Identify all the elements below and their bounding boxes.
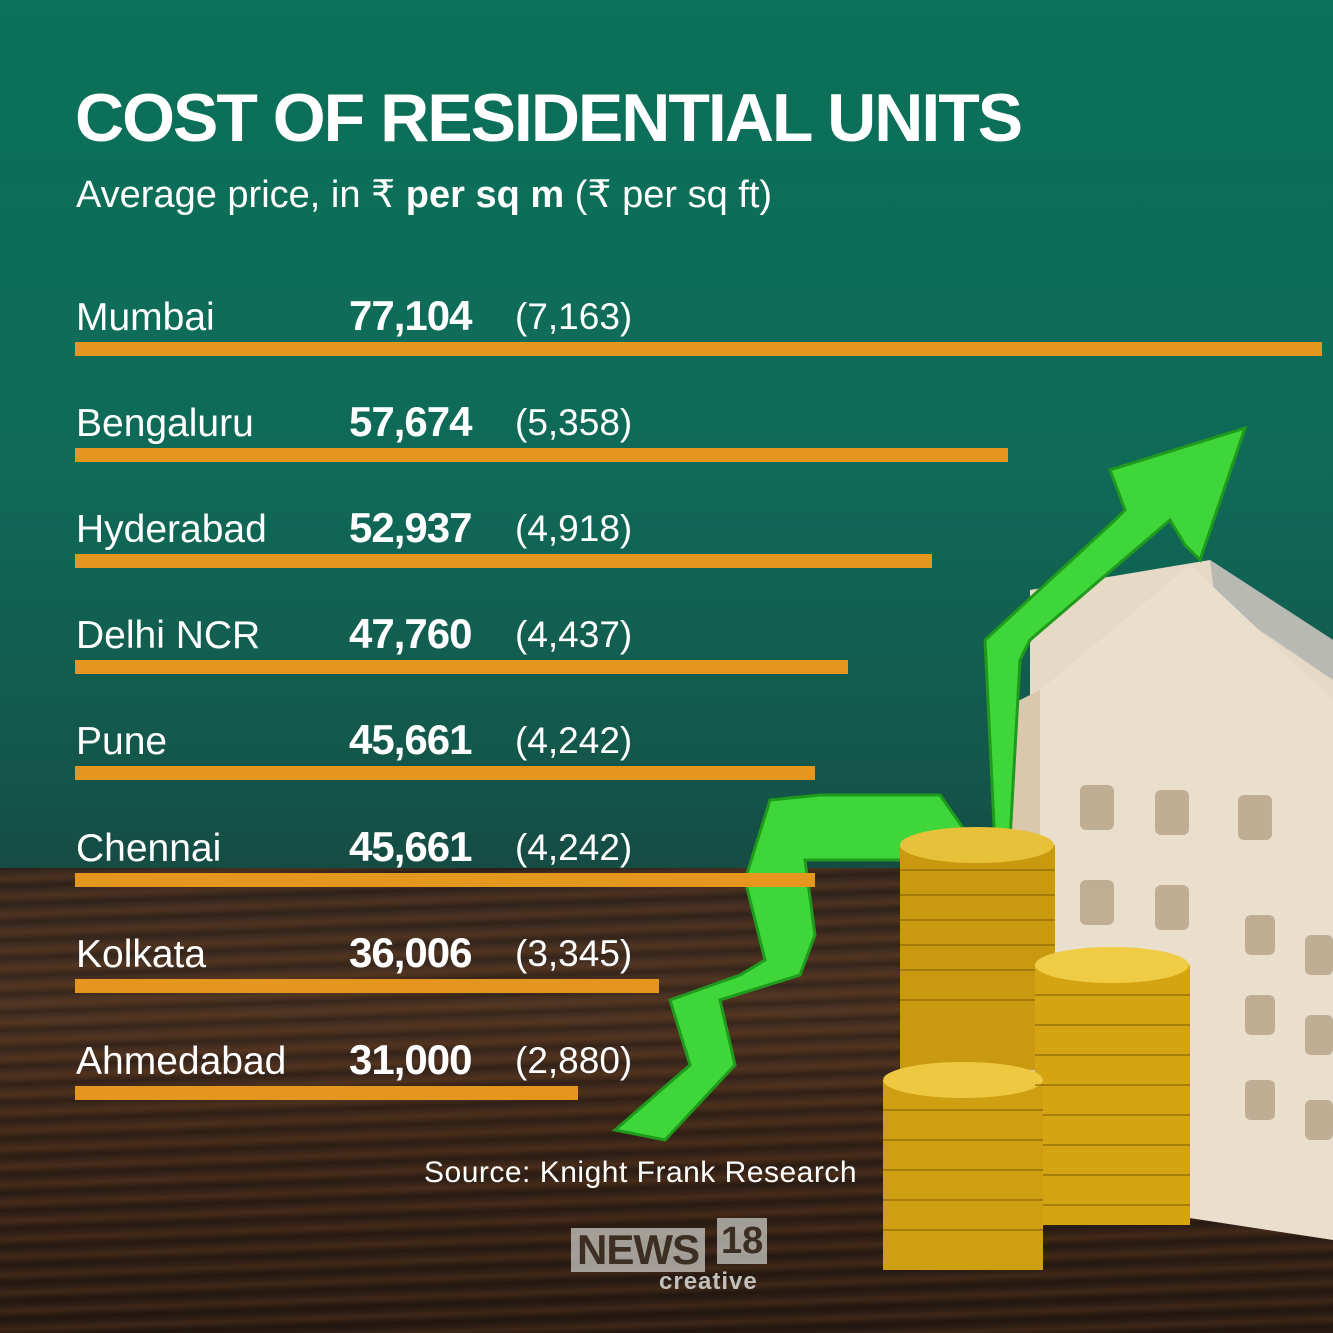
bar-row-hyderabad: Hyderabad 52,937 (4,918) (75, 504, 1333, 570)
bar-row-ahmedabad: Ahmedabad 31,000 (2,880) (75, 1036, 1333, 1102)
price-per-sq-ft: (2,880) (515, 1040, 633, 1081)
price-per-sq-ft: (4,242) (515, 720, 633, 761)
price-per-sq-ft: (4,918) (515, 508, 633, 549)
logo-news-text: NEWS (571, 1228, 705, 1272)
price-per-sq-ft: (5,358) (515, 402, 633, 443)
city-label: Ahmedabad (76, 1040, 287, 1083)
city-label: Mumbai (76, 296, 215, 339)
city-label: Pune (76, 720, 168, 763)
value-bar (75, 766, 815, 780)
city-label: Kolkata (76, 933, 207, 976)
value-bar (75, 1086, 578, 1100)
news18-creative-logo: NEWS 18 creative (571, 1218, 768, 1298)
chart-title: COST OF RESIDENTIAL UNITS (75, 80, 1023, 156)
subtitle-unit-bold: per sq m (405, 174, 565, 216)
city-label: Hyderabad (76, 508, 267, 551)
value-bar (75, 979, 659, 993)
price-per-sq-ft: (4,242) (515, 827, 633, 868)
price-per-sq-ft: (7,163) (515, 296, 633, 337)
price-per-sq-m: 45,661 (349, 716, 472, 763)
city-label: Bengaluru (76, 402, 254, 445)
value-bar (75, 342, 1322, 356)
bar-row-delhi-ncr: Delhi NCR 47,760 (4,437) (75, 610, 1333, 676)
value-bar (75, 554, 932, 568)
chart-subtitle: Average price, in ₹ per sq m (₹ per sq f… (76, 176, 772, 214)
source-note: Source: Knight Frank Research (424, 1156, 858, 1189)
price-per-sq-m: 52,937 (349, 504, 472, 551)
price-per-sq-ft: (3,345) (515, 933, 633, 974)
city-label: Chennai (76, 827, 222, 870)
value-bar (75, 660, 848, 674)
subtitle-prefix: Average price, in ₹ (76, 174, 406, 216)
city-label: Delhi NCR (76, 614, 261, 657)
price-per-sq-m: 77,104 (349, 292, 472, 339)
bar-row-pune: Pune 45,661 (4,242) (75, 716, 1333, 782)
price-per-sq-m: 36,006 (349, 929, 472, 976)
bar-row-chennai: Chennai 45,661 (4,242) (75, 823, 1333, 889)
value-bar (75, 873, 815, 887)
bar-row-mumbai: Mumbai 77,104 (7,163) (75, 292, 1333, 358)
price-per-sq-ft: (4,437) (515, 614, 633, 655)
price-per-sq-m: 31,000 (349, 1036, 472, 1083)
subtitle-suffix: (₹ per sq ft) (564, 174, 773, 216)
bar-row-kolkata: Kolkata 36,006 (3,345) (75, 929, 1333, 995)
value-bar (75, 448, 1008, 462)
price-per-sq-m: 45,661 (349, 823, 472, 870)
price-per-sq-m: 47,760 (349, 610, 472, 657)
bar-row-bengaluru: Bengaluru 57,674 (5,358) (75, 398, 1333, 464)
logo-creative-text: creative (659, 1268, 758, 1295)
price-per-sq-m: 57,674 (349, 398, 472, 445)
logo-18-text: 18 (717, 1218, 768, 1264)
